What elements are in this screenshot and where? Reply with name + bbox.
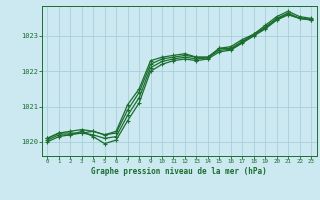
X-axis label: Graphe pression niveau de la mer (hPa): Graphe pression niveau de la mer (hPa)	[91, 167, 267, 176]
